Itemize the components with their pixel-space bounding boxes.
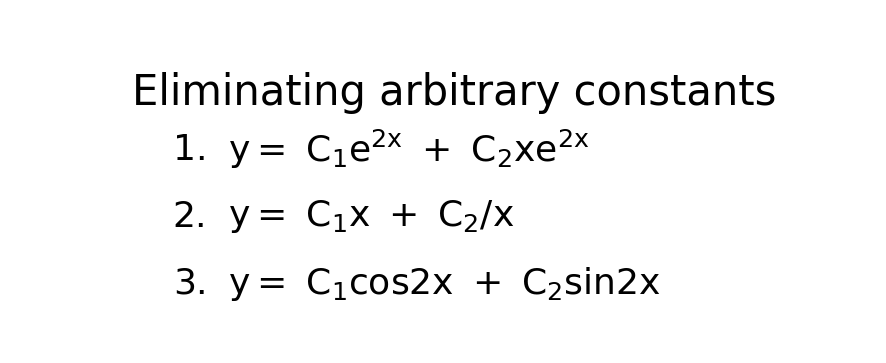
Text: 2.: 2.: [173, 200, 207, 234]
Text: $\mathsf{y{=}\ C_1cos2x\ +\ C_2sin2x}$: $\mathsf{y{=}\ C_1cos2x\ +\ C_2sin2x}$: [228, 265, 660, 303]
Text: $\mathsf{y{=}\ C_1x\ +\ C_2/x}$: $\mathsf{y{=}\ C_1x\ +\ C_2/x}$: [228, 198, 514, 235]
Text: 3.: 3.: [173, 267, 207, 301]
Text: 1.: 1.: [173, 133, 207, 167]
Text: $\mathsf{y{=}\ C_1e^{2x}\ +\ C_2xe^{2x}}$: $\mathsf{y{=}\ C_1e^{2x}\ +\ C_2xe^{2x}}…: [228, 128, 588, 171]
Text: Eliminating arbitrary constants: Eliminating arbitrary constants: [132, 72, 776, 114]
